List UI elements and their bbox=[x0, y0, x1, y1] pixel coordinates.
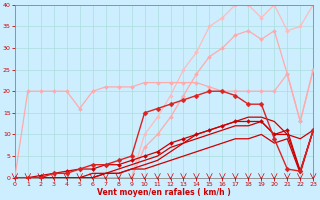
X-axis label: Vent moyen/en rafales ( km/h ): Vent moyen/en rafales ( km/h ) bbox=[97, 188, 231, 197]
